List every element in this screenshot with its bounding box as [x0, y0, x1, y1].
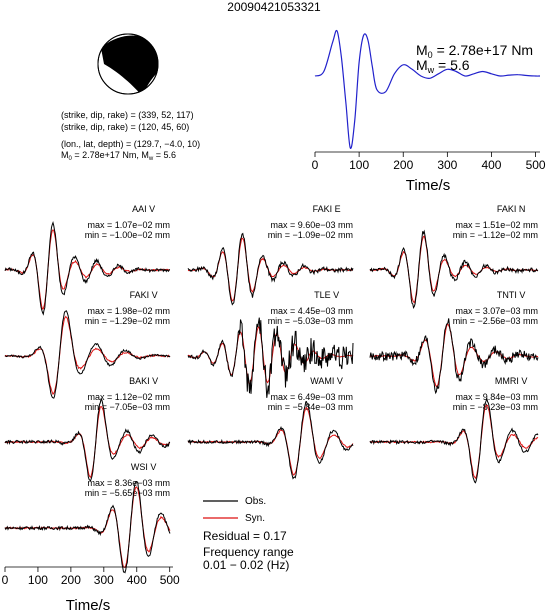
- panel-min-tnti-v: min = −2.56e−03 mm: [453, 316, 538, 326]
- panel-syn-trace-wami-v: [187, 406, 354, 476]
- panel-max-baki-v: max = 1.12e−02 mm: [87, 392, 170, 402]
- stf-x-label: Time/s: [406, 177, 450, 194]
- bottom-time-axis: 0 100 200 300 400 500 Time/s: [2, 566, 180, 614]
- panel-min-wami-v: min = −5.84e−03 mm: [268, 402, 353, 412]
- panel-title-wsi-v: WSI V: [131, 462, 157, 472]
- mechanism-info: (strike, dip, rake) = (339, 52, 117) (st…: [61, 110, 200, 162]
- panel-min-aai-v: min = −1.00e−02 mm: [85, 230, 170, 240]
- panel-obs-trace-tle-v: [187, 317, 354, 398]
- panel-min-wsi-v: min = −5.65e−03 mm: [85, 488, 170, 498]
- legend: Obs. Syn.: [203, 496, 266, 524]
- panel-title-baki-v: BAKI V: [129, 376, 158, 386]
- panel-max-mmri-v: max = 9.84e−03 mm: [455, 392, 538, 402]
- panel-max-tle-v: max = 4.45e−03 mm: [270, 306, 353, 316]
- frequency-range-value: 0.01 − 0.02 (Hz): [203, 558, 289, 572]
- panel-title-faki-v: FAKI V: [130, 290, 158, 300]
- panel-max-faki-v: max = 1.98e−02 mm: [87, 306, 170, 316]
- legend-obs-label: Obs.: [245, 496, 266, 507]
- bottom-x-tick-label-300: 300: [94, 573, 114, 587]
- panel-max-tnti-v: max = 3.07e−03 mm: [455, 306, 538, 316]
- panel-max-aai-v: max = 1.07e−02 mm: [87, 220, 170, 230]
- panel-title-faki-e: FAKI E: [313, 204, 341, 214]
- source-time-function-panel: 0 100 200 300 400 500 M0 = 2.78e+17 Nm Mw = 5…: [312, 29, 546, 194]
- stf-x-tick-label-200: 200: [393, 158, 413, 172]
- panel-title-tle-v: TLE V: [314, 290, 339, 300]
- frequency-range-label: Frequency range: [203, 545, 294, 559]
- panel-min-tle-v: min = −5.03e−03 mm: [268, 316, 353, 326]
- panel-obs-trace-mmri-v: [369, 398, 539, 484]
- stf-x-ticks: 0 100 200 300 400 500: [312, 152, 546, 172]
- figure-title: 20090421053321: [227, 0, 321, 14]
- panel-max-wami-v: max = 6.49e−03 mm: [270, 392, 353, 402]
- stf-mw-label: Mw = 5.6: [416, 57, 470, 75]
- panel-obs-trace-baki-v: [4, 398, 171, 482]
- stf-series-line: [314, 29, 541, 149]
- stf-x-tick-label-500: 500: [526, 158, 546, 172]
- bottom-x-label: Time/s: [66, 597, 110, 614]
- panel-min-faki-v: min = −1.29e−02 mm: [85, 316, 170, 326]
- panel-title-tnti-v: TNTI V: [497, 290, 526, 300]
- panel-title-aai-v: AAI V: [132, 204, 155, 214]
- panel-obs-trace-faki-v: [4, 310, 171, 399]
- panel-min-faki-n: min = −1.12e−02 mm: [453, 230, 538, 240]
- panel-title-mmri-v: MMRI V: [495, 376, 528, 386]
- panel-max-faki-e: max = 9.60e−03 mm: [270, 220, 353, 230]
- panel-min-mmri-v: min = −8.23e−03 mm: [453, 402, 538, 412]
- mechanism-line-2: (strike, dip, rake) = (120, 45, 60): [61, 122, 189, 132]
- residual-label: Residual = 0.17: [203, 529, 287, 543]
- legend-syn-label: Syn.: [245, 513, 265, 524]
- stf-m0-label: M0 = 2.78e+17 Nm: [416, 42, 533, 60]
- panel-obs-trace-tnti-v: [369, 318, 539, 395]
- panel-min-faki-e: min = −1.09e−02 mm: [268, 230, 353, 240]
- mechanism-line-1: (strike, dip, rake) = (339, 52, 117): [61, 110, 194, 120]
- panel-obs-trace-aai-v: [4, 221, 170, 316]
- bottom-x-tick-label-500: 500: [160, 573, 180, 587]
- stf-x-tick-label-0: 0: [312, 158, 319, 172]
- bottom-x-ticks: 0 100 200 300 400 500: [2, 567, 180, 587]
- bottom-x-tick-label-200: 200: [61, 573, 81, 587]
- stf-x-tick-label-400: 400: [481, 158, 501, 172]
- stf-x-tick-label-300: 300: [437, 158, 457, 172]
- panel-max-faki-n: max = 1.51e−02 mm: [455, 220, 538, 230]
- panel-title-wami-v: WAMI V: [310, 376, 343, 386]
- bottom-x-tick-label-400: 400: [127, 573, 147, 587]
- panel-max-wsi-v: max = 8.36e−03 mm: [87, 478, 170, 488]
- stf-x-tick-label-100: 100: [349, 158, 369, 172]
- bottom-x-tick-label-100: 100: [28, 573, 48, 587]
- panel-title-faki-n: FAKI N: [497, 204, 526, 214]
- panel-obs-trace-faki-n: [369, 229, 539, 310]
- mechanism-line-4: M0 = 2.78e+17 Nm, Mw = 5.6: [61, 150, 176, 162]
- panel-obs-trace-wsi-v: [4, 480, 171, 574]
- panel-obs-trace-wami-v: [187, 400, 354, 480]
- focal-mechanism-beachball: [97, 33, 159, 95]
- bottom-x-tick-label-0: 0: [2, 573, 9, 587]
- panel-obs-trace-faki-e: [187, 232, 354, 306]
- panel-min-baki-v: min = −7.05e−03 mm: [85, 402, 170, 412]
- mechanism-line-3: (lon., lat, depth) = (129.7, −4.0, 10): [61, 139, 200, 149]
